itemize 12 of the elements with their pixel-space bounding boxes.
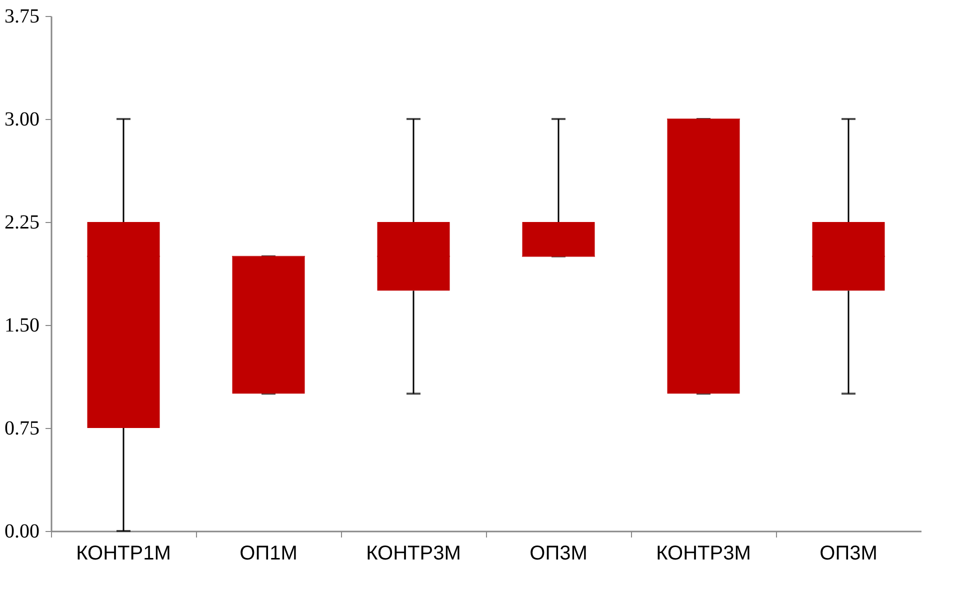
x-tick-label: ОП3М bbox=[530, 542, 588, 564]
y-tick-label: 1.50 bbox=[4, 314, 40, 336]
x-tick-label: КОНТР3М bbox=[656, 542, 751, 564]
x-tick-label: ОП1М bbox=[240, 542, 298, 564]
y-tick-label: 0.75 bbox=[4, 418, 40, 440]
y-tick-label: 2.25 bbox=[4, 212, 40, 234]
y-tick-label: 0.00 bbox=[4, 520, 40, 542]
y-tick-label: 3.75 bbox=[4, 6, 40, 28]
x-tick-label: КОНТР1М bbox=[76, 542, 171, 564]
x-tick-label: КОНТР3М bbox=[366, 542, 461, 564]
y-tick-label: 3.00 bbox=[4, 108, 40, 130]
x-tick-label: ОП3М bbox=[820, 542, 878, 564]
